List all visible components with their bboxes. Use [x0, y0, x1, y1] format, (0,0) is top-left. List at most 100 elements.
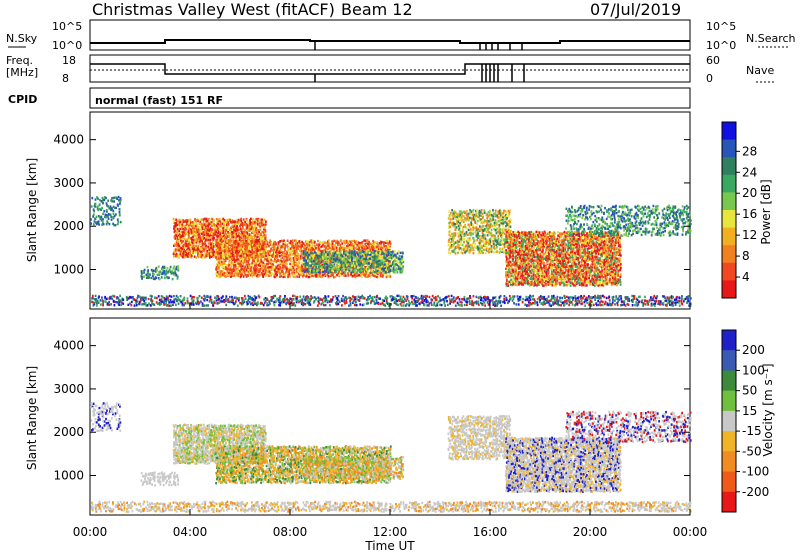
range-cell [333, 239, 336, 242]
range-cell [215, 230, 218, 234]
range-cell [119, 220, 122, 224]
range-cell [247, 232, 250, 236]
range-cell [192, 251, 194, 254]
range-cell [585, 296, 588, 299]
range-cell [112, 294, 114, 298]
range-cell [178, 249, 181, 252]
range-cell [672, 295, 674, 299]
range-cell [356, 266, 359, 269]
range-cell [254, 234, 257, 237]
range-cell [221, 230, 224, 233]
range-cell [267, 266, 270, 269]
range-cell [216, 236, 219, 239]
range-cell [452, 296, 455, 299]
range-cell [413, 300, 416, 303]
range-cell [264, 236, 267, 240]
range-cell [222, 229, 225, 233]
range-cell [261, 268, 264, 271]
range-cell [312, 256, 315, 259]
range-cell [208, 300, 211, 303]
range-cell [165, 295, 168, 298]
range-cell [229, 247, 232, 250]
range-cell [390, 256, 393, 260]
range-cell [283, 272, 285, 275]
range-cell [254, 226, 257, 229]
range-cell [620, 304, 622, 307]
range-cell [206, 219, 209, 223]
range-cell [264, 234, 267, 237]
range-cell [380, 249, 383, 252]
range-cell [351, 250, 353, 253]
range-cell [227, 250, 230, 253]
range-cell [387, 256, 390, 260]
range-cell [311, 241, 313, 244]
range-cell [580, 294, 583, 298]
range-cell [247, 302, 249, 305]
range-cell [387, 253, 390, 256]
range-cell [209, 251, 211, 254]
range-cell [95, 215, 98, 218]
range-cell [244, 254, 246, 257]
range-cell [369, 265, 372, 268]
range-cell [274, 300, 277, 303]
range-cell [274, 268, 277, 271]
range-cell [466, 297, 469, 300]
range-cell [197, 300, 200, 303]
range-cell [257, 253, 260, 256]
range-cell [185, 227, 187, 230]
range-cell [364, 275, 367, 278]
range-cell [226, 273, 229, 276]
range-cell [667, 297, 669, 301]
range-cell [376, 249, 379, 252]
range-cell [195, 244, 198, 247]
range-cell [259, 245, 261, 248]
range-cell [231, 271, 233, 275]
range-cell [174, 297, 177, 301]
range-cell [94, 294, 97, 298]
range-cell [273, 246, 276, 250]
range-cell [300, 246, 303, 249]
range-cell [264, 249, 266, 253]
range-cell [380, 244, 383, 248]
range-cell [638, 300, 641, 303]
range-cell [220, 248, 223, 251]
range-cell [344, 274, 347, 277]
range-cell [275, 272, 277, 275]
range-cell [337, 253, 340, 257]
range-cell [104, 300, 107, 303]
range-cell [261, 247, 264, 251]
range-cell [284, 295, 286, 298]
range-cell [101, 223, 103, 226]
range-cell [306, 243, 309, 246]
range-cell [529, 303, 532, 306]
range-cell [336, 300, 338, 304]
range-cell [307, 299, 310, 303]
range-cell [264, 300, 267, 303]
range-cell [293, 265, 296, 268]
range-cell [650, 296, 652, 299]
range-cell [420, 297, 422, 300]
range-cell [139, 297, 142, 301]
range-cell [678, 304, 681, 307]
range-cell [380, 247, 382, 250]
range-cell [472, 304, 475, 307]
range-cell [433, 303, 435, 307]
range-cell [278, 261, 281, 265]
range-cell [253, 238, 255, 241]
range-cell [234, 260, 236, 263]
range-cell [220, 235, 222, 238]
range-cell [245, 219, 248, 222]
range-cell [206, 222, 209, 225]
range-cell [210, 255, 213, 258]
range-cell [232, 251, 235, 254]
range-cell [397, 250, 400, 253]
range-cell [325, 255, 328, 259]
range-cell [252, 226, 255, 230]
range-cell [173, 225, 176, 228]
range-cell [395, 302, 397, 305]
range-cell [325, 253, 327, 256]
range-cell [417, 299, 420, 302]
range-cell [183, 251, 185, 255]
range-cell [281, 252, 284, 255]
range-cell [299, 266, 302, 269]
